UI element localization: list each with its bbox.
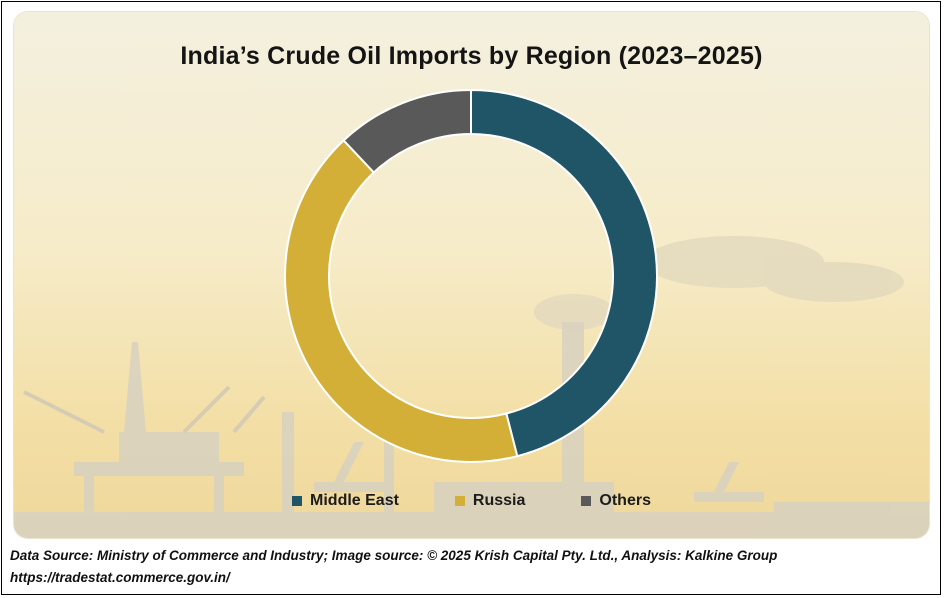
chart-title: India’s Crude Oil Imports by Region (202… <box>180 42 763 70</box>
chart-legend: Middle East Russia Others <box>14 492 929 510</box>
legend-label-middle-east: Middle East <box>310 492 399 509</box>
legend-item-russia: Russia <box>454 492 526 510</box>
oil-industry-background <box>14 236 929 538</box>
legend-swatch-others <box>581 496 592 506</box>
donut-slice-others <box>342 88 472 174</box>
chart-card: India’s Crude Oil Imports by Region (202… <box>14 12 929 538</box>
legend-swatch-russia <box>454 496 465 506</box>
donut-slice-middle-east <box>470 88 658 458</box>
legend-item-middle-east: Middle East <box>292 492 399 510</box>
legend-item-others: Others <box>581 492 651 510</box>
data-source-note: Data Source: Ministry of Commerce and In… <box>10 548 778 563</box>
donut-chart <box>284 88 658 463</box>
legend-swatch-middle-east <box>292 496 303 506</box>
legend-label-russia: Russia <box>472 492 526 509</box>
source-url: https://tradestat.commerce.gov.in/ <box>10 570 230 585</box>
donut-slice-russia <box>284 138 519 463</box>
legend-label-others: Others <box>599 492 651 509</box>
